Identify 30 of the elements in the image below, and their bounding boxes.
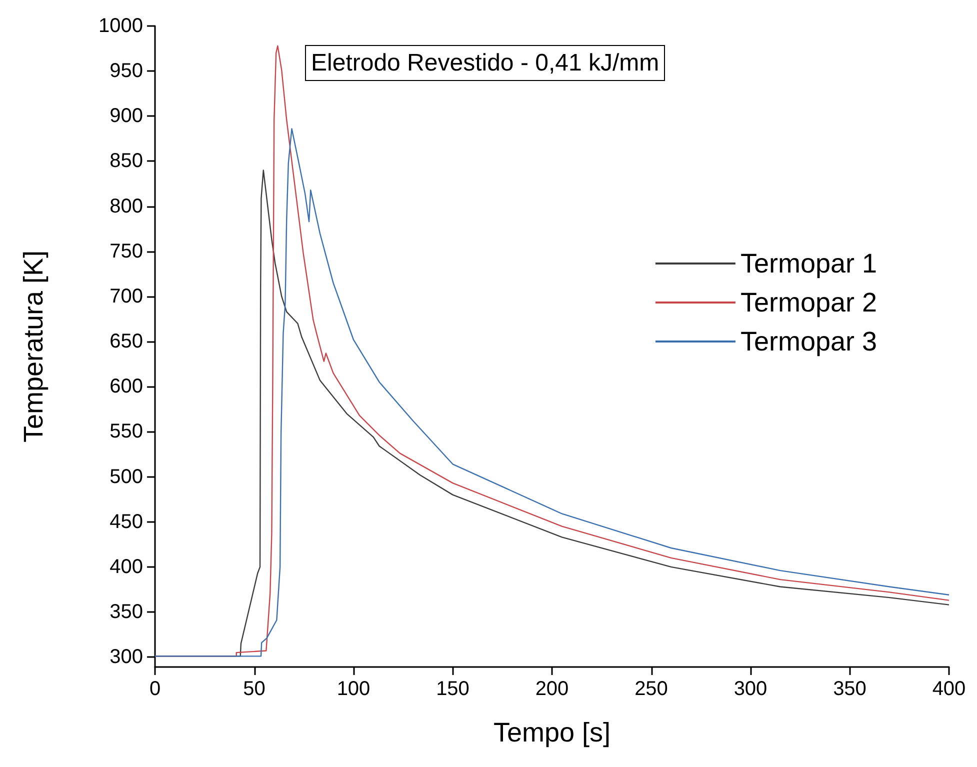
y-tick-label: 750 (110, 240, 143, 262)
x-tick-label: 250 (634, 678, 668, 700)
y-tick-label: 850 (110, 150, 143, 172)
x-tick-label: 350 (833, 678, 866, 700)
x-tick-label: 100 (336, 678, 370, 700)
y-tick-label: 800 (110, 195, 143, 218)
y-tick-label: 1000 (98, 15, 143, 37)
y-axis-title: Temperatura [K] (18, 250, 48, 443)
y-tick-label: 650 (110, 330, 143, 353)
legend-label: Termopar 3 (740, 326, 878, 356)
x-tick-label: 50 (243, 678, 266, 700)
y-tick-label: 350 (110, 601, 143, 624)
y-tick-label: 900 (110, 105, 143, 128)
y-tick-label: 300 (110, 646, 143, 668)
y-tick-label: 500 (110, 466, 143, 488)
y-tick-label: 550 (110, 420, 143, 443)
x-tick-label: 300 (734, 678, 768, 700)
x-tick-label: 200 (535, 678, 569, 700)
legend-label: Termopar 2 (740, 288, 878, 318)
y-tick-label: 400 (110, 556, 143, 578)
y-tick-label: 950 (110, 60, 143, 82)
x-axis-title: Tempo [s] (493, 718, 611, 748)
text: Eletrodo Revestido - 0,41 kJ/mm (311, 50, 660, 76)
y-tick-label: 700 (110, 285, 143, 308)
x-tick-label: 0 (149, 678, 161, 700)
x-tick-label: 400 (932, 678, 966, 700)
y-tick-label: 600 (110, 376, 143, 398)
y-tick-label: 450 (110, 510, 143, 533)
legend-label: Termopar 1 (740, 248, 878, 278)
x-tick-label: 150 (436, 678, 470, 700)
